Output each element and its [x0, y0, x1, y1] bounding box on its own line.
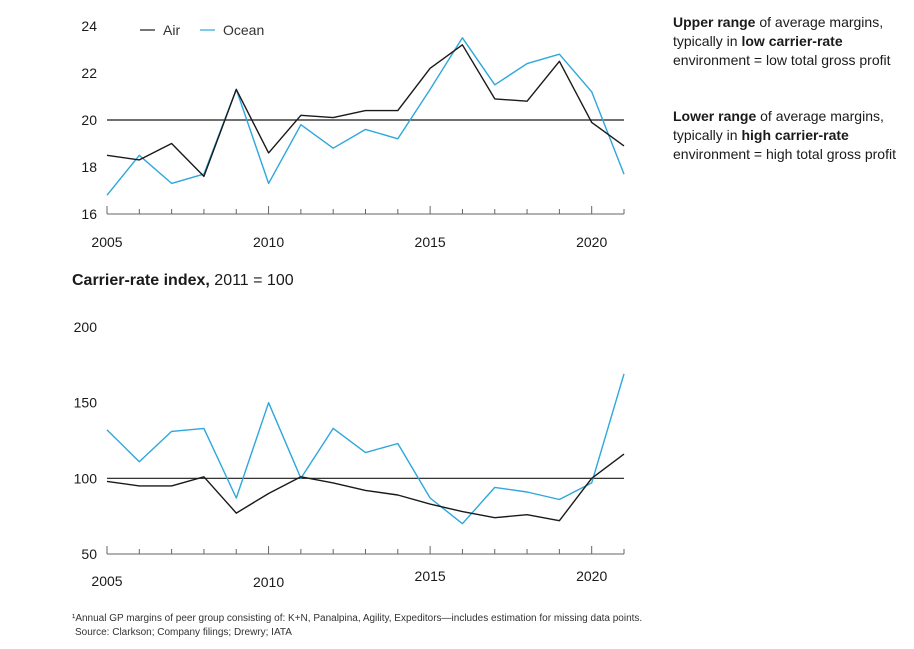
margin-chart: 16 18 20 22 24 2005 2010 2015 2020 Air Ocean: [81, 18, 625, 250]
chart1-legend: Air Ocean: [140, 22, 264, 38]
chart1-x-tick-2005: 2005: [91, 234, 122, 250]
chart1-x-axis: [106, 206, 625, 215]
chart1-y-tick-18: 18: [81, 159, 97, 175]
chart2-y-tick-50: 50: [81, 546, 97, 562]
chart2-y-tick-150: 150: [74, 395, 98, 411]
chart2-y-tick-200: 200: [74, 319, 98, 335]
chart2-title-bold: Carrier-rate index,: [72, 272, 210, 289]
note-upper-bold-1: Upper range: [673, 14, 756, 30]
chart1-series-air-line: [106, 44, 625, 178]
note-lower-bold-1: Lower range: [673, 108, 757, 124]
chart2-x-ticks: 2005 2010 2015 2020: [91, 568, 607, 590]
note-lower-bold-2: high carrier-rate: [741, 127, 849, 143]
note-lower-text-2: environment = high total gross profit: [673, 146, 896, 162]
note-upper-text-2: environment = low total gross profit: [673, 52, 891, 68]
chart2-title: Carrier-rate index, 2011 = 100: [72, 272, 294, 290]
chart2-x-tick-2015: 2015: [415, 568, 446, 584]
chart1-x-tick-2015: 2015: [415, 234, 446, 250]
footer: ¹Annual GP margins of peer group consist…: [72, 612, 642, 640]
chart2-series: [106, 373, 625, 525]
chart2-x-tick-2010: 2010: [253, 574, 284, 590]
chart1-series-ocean-line: [106, 37, 625, 196]
chart2-x-tick-2005: 2005: [91, 573, 122, 589]
note-upper-bold-2: low carrier-rate: [741, 33, 843, 49]
footnote: ¹Annual GP margins of peer group consist…: [72, 613, 643, 624]
chart1-y-tick-16: 16: [81, 206, 97, 222]
chart1-y-tick-22: 22: [81, 65, 97, 81]
note-lower-text-1: of average margins, typically in: [673, 108, 884, 143]
chart2-series-ocean-line: [106, 373, 625, 525]
carrier-rate-chart: 50 100 150 200 2005 2010 2015 2020: [74, 319, 625, 590]
note-lower-range: Lower range of average margins, typicall…: [673, 107, 903, 164]
chart1-x-ticks: 2005 2010 2015 2020: [91, 234, 607, 250]
chart2-x-tick-2020: 2020: [576, 568, 607, 584]
note-upper-range: Upper range of average margins, typicall…: [673, 13, 903, 70]
chart2-y-tick-100: 100: [74, 470, 98, 486]
chart2-y-ticks: 50 100 150 200: [74, 319, 98, 562]
chart1-x-tick-2010: 2010: [253, 234, 284, 250]
chart2-series-air-line: [106, 453, 625, 522]
chart1-x-tick-2020: 2020: [576, 234, 607, 250]
chart1-series: [106, 37, 625, 196]
chart2-x-axis: [106, 546, 625, 555]
chart1-y-tick-24: 24: [81, 18, 97, 34]
legend-air-label: Air: [163, 22, 180, 38]
chart2-title-rest: 2011 = 100: [209, 272, 294, 289]
chart1-y-tick-20: 20: [81, 112, 97, 128]
chart1-y-ticks: 16 18 20 22 24: [81, 18, 97, 222]
legend-ocean-label: Ocean: [223, 22, 264, 38]
note-upper-text-1: of average margins, typically in: [673, 14, 884, 49]
source-line: Source: Clarkson; Company filings; Drewr…: [75, 627, 292, 638]
